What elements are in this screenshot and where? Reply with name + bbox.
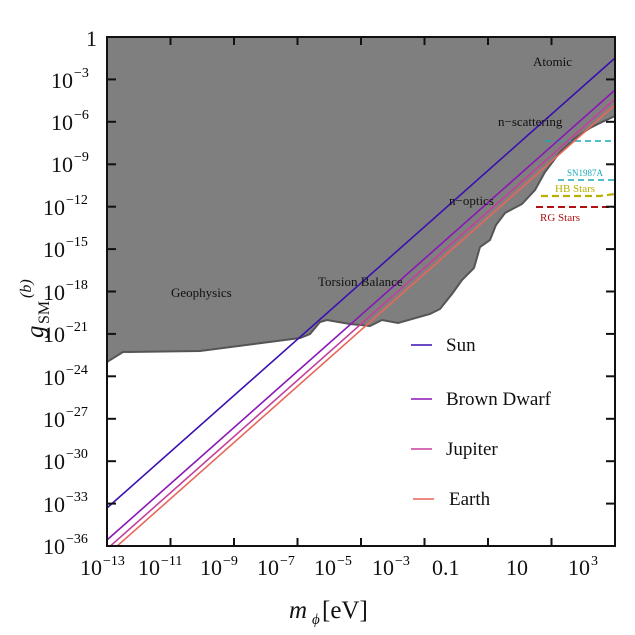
y-ticks [107, 78, 615, 505]
y-axis-label: g SM (b) [18, 279, 53, 338]
svg-text:(b): (b) [18, 279, 35, 298]
x-axis-label: m ϕ [eV] [289, 597, 368, 628]
y-tick-exp: −18 [66, 278, 88, 293]
x-tick-label: 10 [200, 555, 222, 580]
label-n-optics: n−optics [449, 193, 494, 208]
x-tick-exp: −9 [223, 554, 238, 569]
y-tick-exp: −12 [66, 193, 88, 208]
excluded-region [107, 37, 615, 364]
y-tick-exp: −6 [74, 108, 89, 123]
series-jupiter-line [109, 98, 615, 546]
label-atomic: Atomic [533, 54, 572, 69]
label-geophysics: Geophysics [171, 285, 232, 300]
series-earth-line [115, 104, 615, 546]
x-tick-exp: −5 [337, 554, 352, 569]
svg-text:ϕ: ϕ [312, 612, 320, 628]
y-tick-exp: −24 [66, 363, 88, 378]
y-tick-label: 10 [43, 534, 65, 559]
y-tick-label: 10 [43, 492, 65, 517]
y-tick-label: 10 [43, 237, 65, 262]
y-tick-label: 10 [43, 365, 65, 390]
y-tick-exp: −36 [66, 532, 88, 547]
y-tick-label: 10 [43, 407, 65, 432]
legend: Sun Brown Dwarf Jupiter Earth [411, 335, 552, 510]
series-sun-line [107, 57, 615, 509]
x-tick-exp: −11 [161, 554, 182, 569]
x-tick-label: 10 [80, 555, 102, 580]
y-tick-exp: −3 [74, 66, 89, 81]
x-tick-label: 10 [372, 555, 394, 580]
label-rg-stars: RG Stars [540, 212, 580, 224]
x-tick-label: 10 [568, 555, 590, 580]
x-tick-exp: −3 [395, 554, 410, 569]
hb-stars-line [541, 192, 615, 198]
y-tick-exp: −9 [74, 150, 89, 165]
y-tick-exp: −27 [66, 405, 88, 420]
x-tick-label: 0.1 [432, 555, 460, 580]
y-tick-label: 10 [43, 449, 65, 474]
x-tick-exp: 3 [591, 554, 598, 569]
label-hb-stars: HB Stars [555, 183, 595, 195]
series-brown-dwarf-line [107, 89, 615, 541]
y-tick-label: 10 [43, 322, 65, 347]
x-tick-exp: −13 [103, 554, 125, 569]
x-tick-exp: −7 [280, 554, 295, 569]
y-tick-labels: 1 10 −3 10 −6 10 −9 10 −12 10 −15 10 −18… [43, 26, 97, 559]
label-sn1987a: SN1987A [567, 168, 604, 178]
y-tick-exp: −33 [66, 490, 88, 505]
x-tick-label: 10 [257, 555, 279, 580]
label-n-scattering: n−scattering [498, 114, 563, 129]
y-tick-exp: −15 [66, 235, 88, 250]
y-tick-exp: −21 [66, 320, 88, 335]
x-tick-label: 10 [506, 555, 528, 580]
svg-text:g: g [22, 326, 49, 339]
legend-label-jupiter: Jupiter [446, 439, 498, 460]
x-tick-label: 10 [138, 555, 160, 580]
svg-text:SM: SM [36, 301, 53, 324]
x-ticks [169, 37, 553, 546]
y-tick-label: 10 [51, 68, 73, 93]
label-torsion-balance: Torsion Balance [318, 274, 403, 289]
y-tick-label: 10 [43, 280, 65, 305]
svg-text:[eV]: [eV] [322, 597, 368, 624]
svg-text:m: m [289, 597, 307, 624]
legend-label-sun: Sun [446, 335, 476, 356]
x-tick-labels: 10 −13 10 −11 10 −9 10 −7 10 −5 10 −3 0.… [80, 554, 598, 580]
legend-label-earth: Earth [449, 489, 491, 510]
y-tick-label: 10 [51, 110, 73, 135]
y-tick-label: 1 [86, 26, 97, 51]
y-tick-label: 10 [43, 195, 65, 220]
x-tick-label: 10 [314, 555, 336, 580]
y-tick-exp: −30 [66, 447, 88, 462]
y-tick-label: 10 [51, 152, 73, 177]
legend-label-brown-dwarf: Brown Dwarf [446, 389, 552, 410]
